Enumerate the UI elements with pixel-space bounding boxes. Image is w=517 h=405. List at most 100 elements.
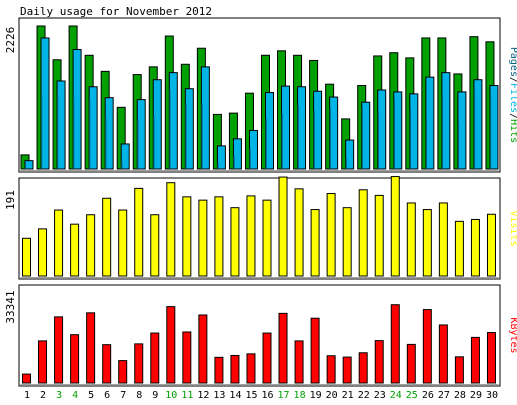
bar-visits-day-16	[262, 199, 272, 277]
bar-kbytes-day-1	[22, 373, 31, 384]
bar-visits-day-29	[470, 218, 480, 277]
x-tick-label-day-11: 11	[181, 390, 193, 401]
bar-visits-day-22	[358, 189, 368, 277]
bar-pages-day-22	[361, 107, 363, 169]
x-tick-label-day-4: 4	[72, 390, 78, 401]
bar-pages-day-8	[137, 120, 139, 169]
bar-kbytes-day-3	[54, 316, 64, 384]
x-tick-label-day-8: 8	[136, 390, 142, 401]
x-tick-label-day-26: 26	[422, 390, 434, 401]
bar-pages-day-14	[233, 156, 235, 169]
bar-pages-day-27	[441, 95, 444, 169]
bar-pages-day-19	[313, 110, 315, 169]
bar-visits-day-10	[166, 182, 176, 277]
legend-entry-visits: Visits	[508, 210, 517, 246]
bar-pages-day-9	[153, 115, 155, 169]
bar-visits-day-8	[134, 187, 144, 277]
bar-kbytes-day-19	[310, 317, 320, 384]
bar-visits-day-26	[422, 209, 432, 277]
x-tick-label-day-23: 23	[374, 390, 386, 401]
panel-kbytes-legend: KBytes	[508, 317, 517, 353]
x-tick-label-day-9: 9	[152, 390, 158, 401]
bar-files-day-1	[24, 160, 34, 170]
legend-entry-kbytes: KBytes	[508, 317, 517, 353]
bar-kbytes-day-18	[294, 340, 304, 384]
bar-visits-day-2	[38, 228, 48, 277]
x-tick-label-day-24: 24	[390, 390, 402, 401]
bar-pages-day-23	[377, 112, 379, 169]
x-tick-label-day-16: 16	[261, 390, 273, 401]
bar-kbytes-day-2	[38, 340, 48, 384]
bar-kbytes-day-16	[262, 332, 272, 384]
bar-kbytes-day-4	[70, 334, 80, 384]
bar-pages-day-17	[281, 113, 283, 169]
x-tick-label-day-29: 29	[470, 390, 482, 401]
bar-kbytes-day-29	[470, 336, 480, 384]
x-tick-label-day-27: 27	[438, 390, 450, 401]
bar-kbytes-day-21	[342, 356, 352, 384]
bar-kbytes-day-8	[134, 343, 144, 384]
bar-pages-day-21	[345, 158, 347, 169]
bar-visits-day-7	[118, 209, 128, 277]
bar-pages-day-29	[473, 89, 476, 169]
x-tick-label-day-25: 25	[406, 390, 418, 401]
bar-pages-day-16	[265, 118, 267, 169]
bar-kbytes-day-27	[438, 324, 448, 384]
bar-visits-day-28	[454, 220, 464, 277]
bar-kbytes-day-24	[390, 304, 400, 384]
bar-pages-day-11	[185, 104, 187, 169]
bar-visits-day-20	[326, 193, 336, 277]
x-tick-label-day-22: 22	[358, 390, 370, 401]
panel-visits-legend: Visits	[508, 210, 517, 246]
bar-kbytes-day-6	[102, 344, 112, 384]
bar-pages-day-12	[201, 104, 203, 169]
panel-hits-max-label: 2226	[4, 27, 17, 54]
bar-visits-day-5	[86, 214, 96, 277]
panel-hits: 2226 Pages/Files/Hits	[4, 17, 517, 173]
bar-pages-day-25	[409, 108, 411, 169]
bar-pages-day-20	[329, 107, 331, 169]
chart-title: Daily usage for November 2012	[20, 5, 212, 18]
x-tick-label-day-7: 7	[120, 390, 126, 401]
x-tick-label-day-30: 30	[486, 390, 498, 401]
bar-visits-day-18	[294, 188, 304, 277]
legend-entry-hits: Hits	[508, 119, 517, 143]
panel-hits-legend: Pages/Files/Hits	[508, 47, 517, 143]
x-tick-label-day-10: 10	[165, 390, 177, 401]
bar-visits-day-14	[230, 207, 240, 277]
bar-pages-day-10	[169, 89, 171, 169]
legend-entry-files: Files	[508, 83, 517, 113]
bar-pages-day-3	[57, 96, 59, 169]
bar-kbytes-day-30	[486, 332, 496, 384]
bar-kbytes-day-23	[374, 340, 384, 384]
bar-pages-day-26	[425, 118, 428, 169]
bar-kbytes-day-22	[358, 352, 368, 384]
x-tick-label-day-15: 15	[245, 390, 257, 401]
x-tick-label-day-17: 17	[278, 390, 290, 401]
bar-visits-day-24	[390, 176, 400, 277]
bar-files-day-13	[216, 145, 226, 170]
x-tick-label-day-28: 28	[454, 390, 466, 401]
bar-pages-day-30	[489, 95, 492, 169]
bar-visits-day-27	[438, 202, 448, 277]
bar-visits-day-15	[246, 195, 256, 277]
bar-visits-day-11	[182, 196, 192, 277]
panel-frame	[18, 17, 501, 173]
bar-kbytes-day-10	[166, 306, 176, 384]
bar-kbytes-day-25	[406, 343, 416, 384]
bar-visits-day-1	[22, 237, 31, 277]
x-tick-label-day-3: 3	[56, 390, 62, 401]
bar-pages-day-28	[457, 124, 460, 169]
bar-visits-day-21	[342, 207, 352, 277]
bar-kbytes-day-5	[86, 312, 96, 384]
x-tick-label-day-20: 20	[326, 390, 338, 401]
x-tick-label-day-2: 2	[40, 390, 46, 401]
panel-frame	[18, 284, 501, 387]
bar-visits-day-12	[198, 199, 208, 277]
bar-pages-day-1	[25, 165, 27, 169]
bar-visits-day-17	[278, 176, 288, 277]
bar-visits-day-30	[486, 213, 496, 277]
bar-kbytes-day-15	[246, 353, 256, 384]
